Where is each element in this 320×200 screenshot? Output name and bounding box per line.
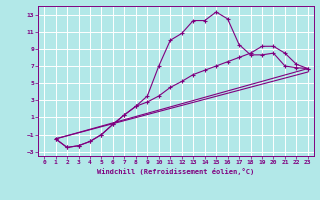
X-axis label: Windchill (Refroidissement éolien,°C): Windchill (Refroidissement éolien,°C)	[97, 168, 255, 175]
